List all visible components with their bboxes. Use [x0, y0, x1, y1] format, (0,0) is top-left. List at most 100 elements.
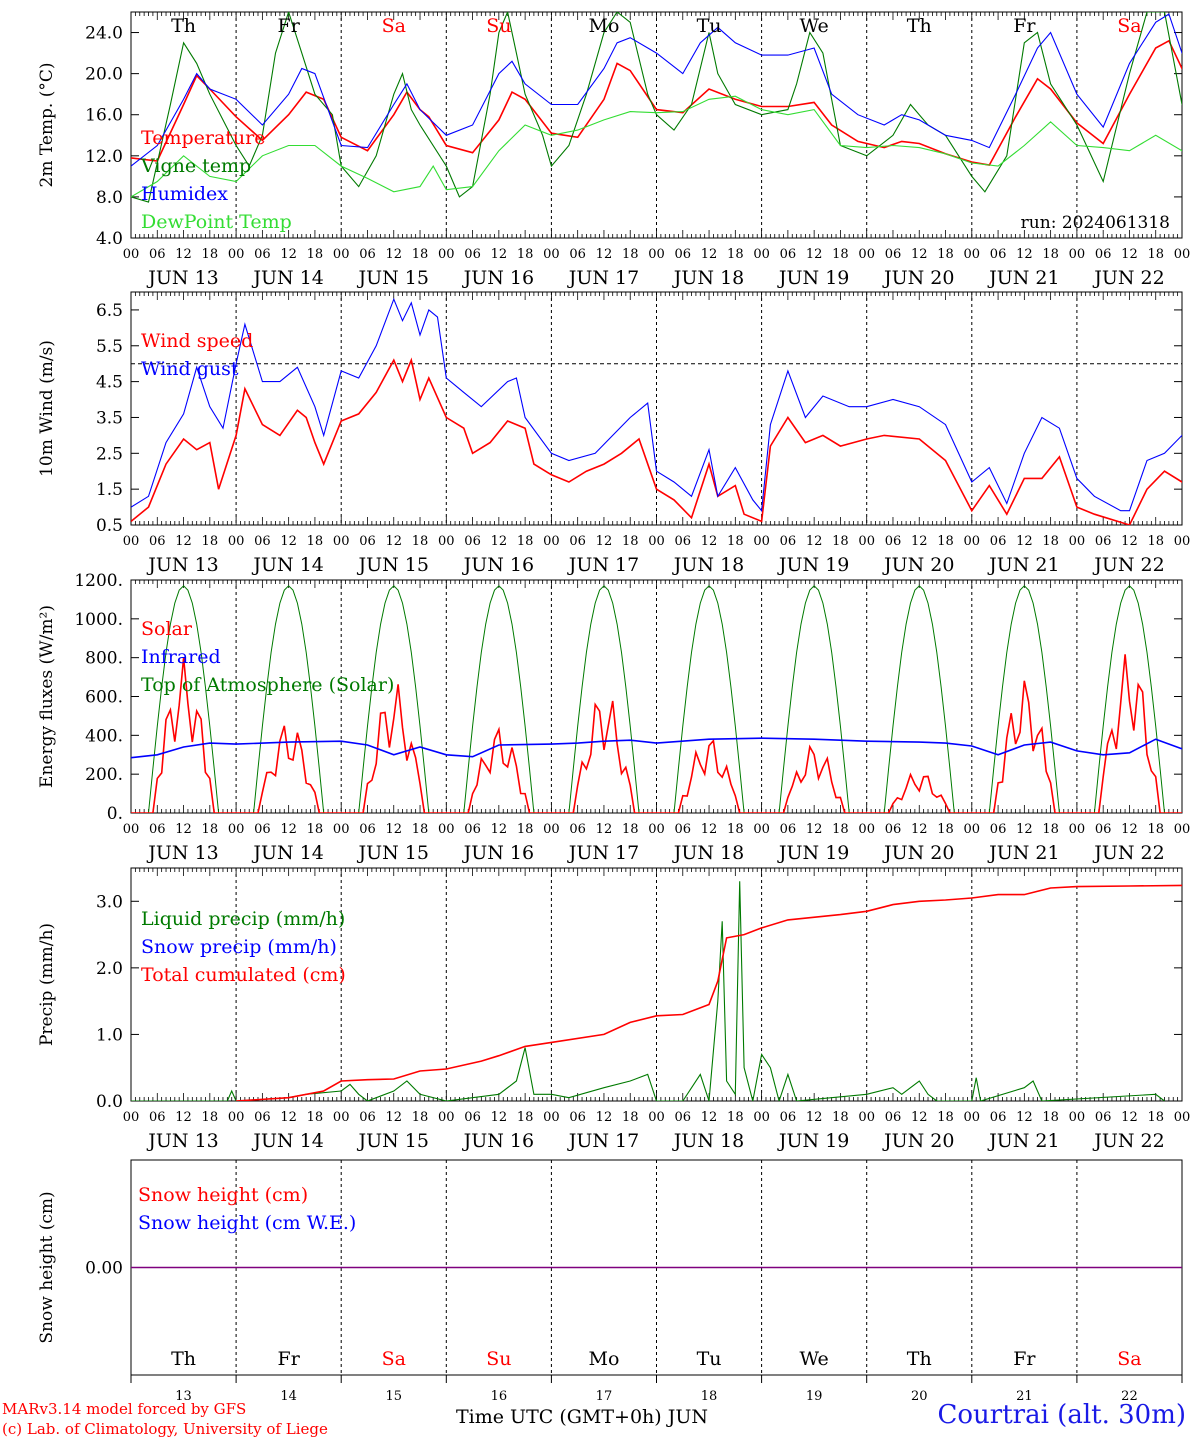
day-label: JUN 22: [1092, 1130, 1164, 1152]
day-label: JUN 13: [146, 554, 218, 576]
hour-label: 18: [937, 822, 954, 837]
hour-label: 00: [333, 822, 350, 837]
panel-4: 00 06 12 18 00 06 12 18 00 06 12 18 00 06 12 18 00 06 12 18…: [37, 867, 1190, 1152]
day-label: JUN 17: [567, 1130, 639, 1152]
hour-label: 06: [359, 534, 376, 549]
y-axis-label: 2m Temp. (°C): [37, 62, 57, 187]
time-axis-title: Time UTC (GMT+0h): [456, 1406, 662, 1428]
hour-label: 00: [648, 1110, 665, 1125]
weekday-label: Su: [486, 15, 511, 37]
temperature-line: [131, 39, 1182, 166]
hour-label: 18: [1147, 822, 1164, 837]
day-label: JUN 18: [672, 1130, 744, 1152]
hour-label: 00: [333, 247, 350, 262]
hour-label: 00: [1069, 822, 1086, 837]
hour-label: 18: [727, 1110, 744, 1125]
day-label: JUN 20: [882, 1130, 954, 1152]
hour-label: 18: [832, 822, 849, 837]
hour-label: 18: [1042, 534, 1059, 549]
time-axis-label: Time UTC (GMT+0h) JUN: [456, 1406, 708, 1428]
hour-label: 06: [149, 534, 166, 549]
plot-area: [131, 585, 1182, 813]
day-label: JUN 17: [567, 842, 639, 864]
legend-entry: Snow precip (mm/h): [141, 936, 337, 958]
plot-area: [131, 12, 1182, 203]
y-tick-label: 600.: [85, 688, 123, 708]
hour-label: 06: [780, 534, 797, 549]
hour-label: 12: [806, 534, 823, 549]
station-name: Courtrai (alt. 30m): [937, 1400, 1187, 1430]
day-label: JUN 16: [462, 267, 534, 289]
panel-1: 00 06 12 18 00 06 12 18 00 06 12 18 00 06 12 18 00 06 12 18…: [37, 11, 1190, 289]
day-number: 20: [911, 1389, 928, 1404]
y-tick-label: 1.0: [96, 1025, 123, 1045]
hour-label: 00: [123, 534, 140, 549]
hour-label: 18: [412, 247, 429, 262]
hour-label: 18: [412, 1110, 429, 1125]
weekday-label: Mo: [588, 15, 619, 37]
hour-label: 06: [780, 1110, 797, 1125]
hour-label: 18: [307, 1110, 324, 1125]
hour-label: 00: [858, 822, 875, 837]
hour-label: 06: [359, 1110, 376, 1125]
hour-label: 00: [123, 822, 140, 837]
y-tick-label: 0.5: [96, 516, 123, 536]
hour-label: 12: [1121, 247, 1138, 262]
hour-label: 00: [543, 1110, 560, 1125]
hour-label: 18: [517, 247, 534, 262]
day-label: JUN 14: [251, 267, 323, 289]
day-label: JUN 19: [777, 1130, 849, 1152]
hour-label: 18: [517, 822, 534, 837]
hour-label: 12: [701, 822, 718, 837]
hour-label: 12: [175, 247, 192, 262]
hour-label: 12: [385, 1110, 402, 1125]
weekday-label: Fr: [1013, 15, 1036, 37]
hour-label: 00: [543, 822, 560, 837]
hour-label: 18: [1147, 534, 1164, 549]
y-tick-label: 4.0: [96, 229, 123, 249]
day-number: 19: [806, 1389, 823, 1404]
hour-label: 00: [543, 247, 560, 262]
hour-label: 18: [307, 534, 324, 549]
liquid-precip-mm-h--line: [131, 881, 1165, 1101]
hour-label: 06: [464, 534, 481, 549]
hour-label: 18: [727, 822, 744, 837]
hour-label: 18: [1147, 1110, 1164, 1125]
y-tick-label: 16.0: [85, 106, 123, 126]
plot-area: [131, 881, 1182, 1101]
hour-label: 00: [123, 247, 140, 262]
hour-label: 06: [569, 822, 586, 837]
day-label: JUN 18: [672, 267, 744, 289]
hour-label: 06: [885, 1110, 902, 1125]
hour-label: 12: [596, 534, 613, 549]
hour-label: 00: [858, 534, 875, 549]
hour-label: 00: [648, 822, 665, 837]
day-label: JUN 15: [357, 267, 429, 289]
legend-entry: Top of Atmosphere (Solar): [141, 674, 394, 696]
vigne-temp-line: [131, 12, 1182, 203]
hour-label: 18: [832, 534, 849, 549]
hour-label: 06: [464, 822, 481, 837]
weekday-label: Th: [907, 1348, 932, 1370]
humidex-line: [131, 13, 1182, 167]
hour-label: 06: [464, 1110, 481, 1125]
hour-label: 06: [254, 822, 271, 837]
legend-entry: Temperature: [141, 127, 265, 149]
day-label: JUN 21: [987, 842, 1059, 864]
y-tick-label: 24.0: [85, 24, 123, 44]
hour-label: 06: [149, 247, 166, 262]
hour-label: 18: [937, 1110, 954, 1125]
weekday-label: Su: [486, 1348, 511, 1370]
day-label: JUN 22: [1092, 554, 1164, 576]
hour-label: 12: [701, 1110, 718, 1125]
y-tick-label: 2.5: [96, 444, 123, 464]
day-label: JUN 15: [357, 1130, 429, 1152]
y-tick-label: 1000.: [74, 610, 123, 630]
hour-label: 12: [911, 247, 928, 262]
day-label: JUN 14: [251, 842, 323, 864]
weekday-label: We: [800, 1348, 829, 1370]
hour-label: 12: [491, 247, 508, 262]
hour-label: 00: [228, 247, 245, 262]
legend-entry: Wind speed: [141, 330, 253, 352]
hour-label: 12: [175, 534, 192, 549]
